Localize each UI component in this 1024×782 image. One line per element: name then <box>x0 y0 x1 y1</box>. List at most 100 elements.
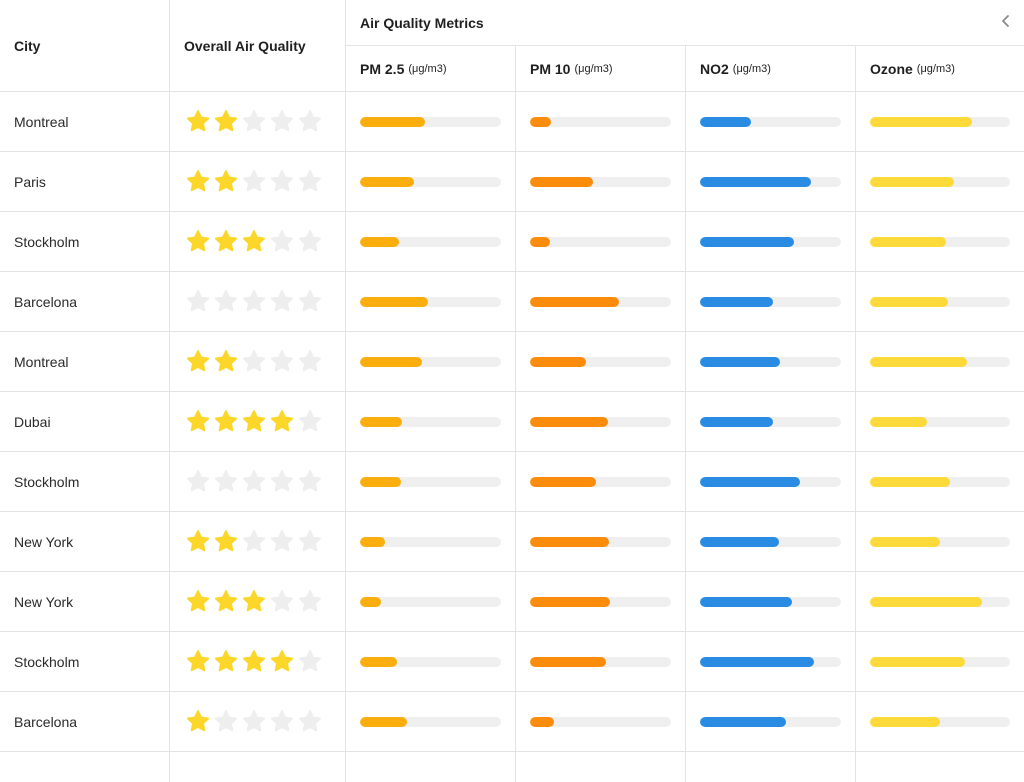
column-header-ozone[interactable]: Ozone (μg/m3) <box>856 46 1024 92</box>
rating-stars <box>170 272 346 332</box>
ozone-bar-track <box>870 596 1010 607</box>
ozone-bar-track <box>870 416 1010 427</box>
ozone-bar-track <box>870 716 1010 727</box>
star-empty-icon <box>296 708 324 736</box>
star-empty-icon <box>240 168 268 196</box>
ozone-bar-fill <box>870 236 946 247</box>
city-name: Barcelona <box>14 713 78 730</box>
ozone-bar-fill <box>870 476 950 487</box>
star-filled-icon <box>212 648 240 676</box>
star-filled-icon <box>184 348 212 376</box>
pm10-bar-cell <box>516 152 686 212</box>
city-cell[interactable]: Montreal <box>0 332 170 392</box>
chevron-left-icon[interactable] <box>1000 12 1012 33</box>
star-empty-icon <box>268 228 296 256</box>
no2-bar-fill <box>700 416 774 427</box>
city-name: Paris <box>14 173 46 190</box>
no2-bar-fill <box>700 716 786 727</box>
ozone-bar-fill <box>870 356 967 367</box>
star-filled-icon <box>240 408 268 436</box>
city-cell[interactable]: Barcelona <box>0 272 170 332</box>
star-filled-icon <box>184 528 212 556</box>
no2-bar-cell <box>686 152 856 212</box>
no2-bar-track <box>700 716 841 727</box>
pm25-bar-track <box>360 116 501 127</box>
no2-bar-cell <box>686 572 856 632</box>
pm10-label: PM 10 <box>530 60 571 77</box>
pm25-bar-cell <box>346 512 516 572</box>
no2-bar-cell <box>686 452 856 512</box>
table-row-partial <box>686 752 856 782</box>
pm25-bar-track <box>360 416 501 427</box>
star-filled-icon <box>184 648 212 676</box>
ozone-bar-fill <box>870 176 954 187</box>
no2-bar-fill <box>700 476 801 487</box>
pm25-bar-fill <box>360 536 386 547</box>
ozone-bar-track <box>870 536 1010 547</box>
no2-bar-fill <box>700 176 812 187</box>
ozone-bar-track <box>870 656 1010 667</box>
pm10-bar-fill <box>530 536 609 547</box>
pm10-bar-track <box>530 176 671 187</box>
city-cell[interactable]: Stockholm <box>0 632 170 692</box>
pm25-bar-fill <box>360 356 423 367</box>
star-empty-icon <box>296 288 324 316</box>
table-row-partial <box>170 752 346 782</box>
metrics-group-header: Air Quality Metrics <box>346 0 1024 46</box>
no2-bar-fill <box>700 536 779 547</box>
rating-stars <box>170 392 346 452</box>
pm25-bar-track <box>360 536 501 547</box>
no2-bar-cell <box>686 692 856 752</box>
ozone-bar-track <box>870 296 1010 307</box>
star-empty-icon <box>240 108 268 136</box>
star-empty-icon <box>212 708 240 736</box>
pm10-bar-cell <box>516 572 686 632</box>
city-cell[interactable]: Stockholm <box>0 452 170 512</box>
city-name: New York <box>14 533 74 550</box>
star-empty-icon <box>212 468 240 496</box>
city-cell[interactable]: Dubai <box>0 392 170 452</box>
pm10-bar-track <box>530 536 671 547</box>
pm25-bar-track <box>360 656 501 667</box>
ozone-bar-cell <box>856 212 1024 272</box>
star-empty-icon <box>296 408 324 436</box>
pm25-bar-cell <box>346 152 516 212</box>
city-cell[interactable]: Montreal <box>0 92 170 152</box>
no2-label: NO2 <box>700 60 729 77</box>
pm10-bar-fill <box>530 416 608 427</box>
city-cell[interactable]: Paris <box>0 152 170 212</box>
pm25-bar-track <box>360 236 501 247</box>
rating-stars <box>170 572 346 632</box>
city-cell[interactable]: Stockholm <box>0 212 170 272</box>
rating-stars <box>170 692 346 752</box>
star-filled-icon <box>184 228 212 256</box>
rating-stars <box>170 512 346 572</box>
column-header-pm10[interactable]: PM 10 (μg/m3) <box>516 46 686 92</box>
star-filled-icon <box>184 588 212 616</box>
star-empty-icon <box>240 528 268 556</box>
rating-stars <box>170 452 346 512</box>
pm10-bar-cell <box>516 272 686 332</box>
column-header-pm25[interactable]: PM 2.5 (μg/m3) <box>346 46 516 92</box>
pm10-bar-cell <box>516 632 686 692</box>
pm25-bar-fill <box>360 716 407 727</box>
table-row-partial <box>0 752 170 782</box>
star-empty-icon <box>268 528 296 556</box>
column-header-no2[interactable]: NO2 (μg/m3) <box>686 46 856 92</box>
pm10-bar-fill <box>530 236 550 247</box>
column-header-city[interactable]: City <box>0 0 170 92</box>
city-cell[interactable]: New York <box>0 572 170 632</box>
metrics-group-title: Air Quality Metrics <box>360 14 484 31</box>
star-empty-icon <box>268 588 296 616</box>
star-empty-icon <box>268 468 296 496</box>
column-header-overall-quality[interactable]: Overall Air Quality <box>170 0 346 92</box>
pm10-unit: (μg/m3) <box>574 62 613 75</box>
city-cell[interactable]: New York <box>0 512 170 572</box>
pm10-bar-track <box>530 416 671 427</box>
pm25-label: PM 2.5 <box>360 60 405 77</box>
pm10-bar-cell <box>516 692 686 752</box>
ozone-bar-cell <box>856 272 1024 332</box>
city-cell[interactable]: Barcelona <box>0 692 170 752</box>
pm10-bar-track <box>530 116 671 127</box>
table-row-partial <box>346 752 516 782</box>
